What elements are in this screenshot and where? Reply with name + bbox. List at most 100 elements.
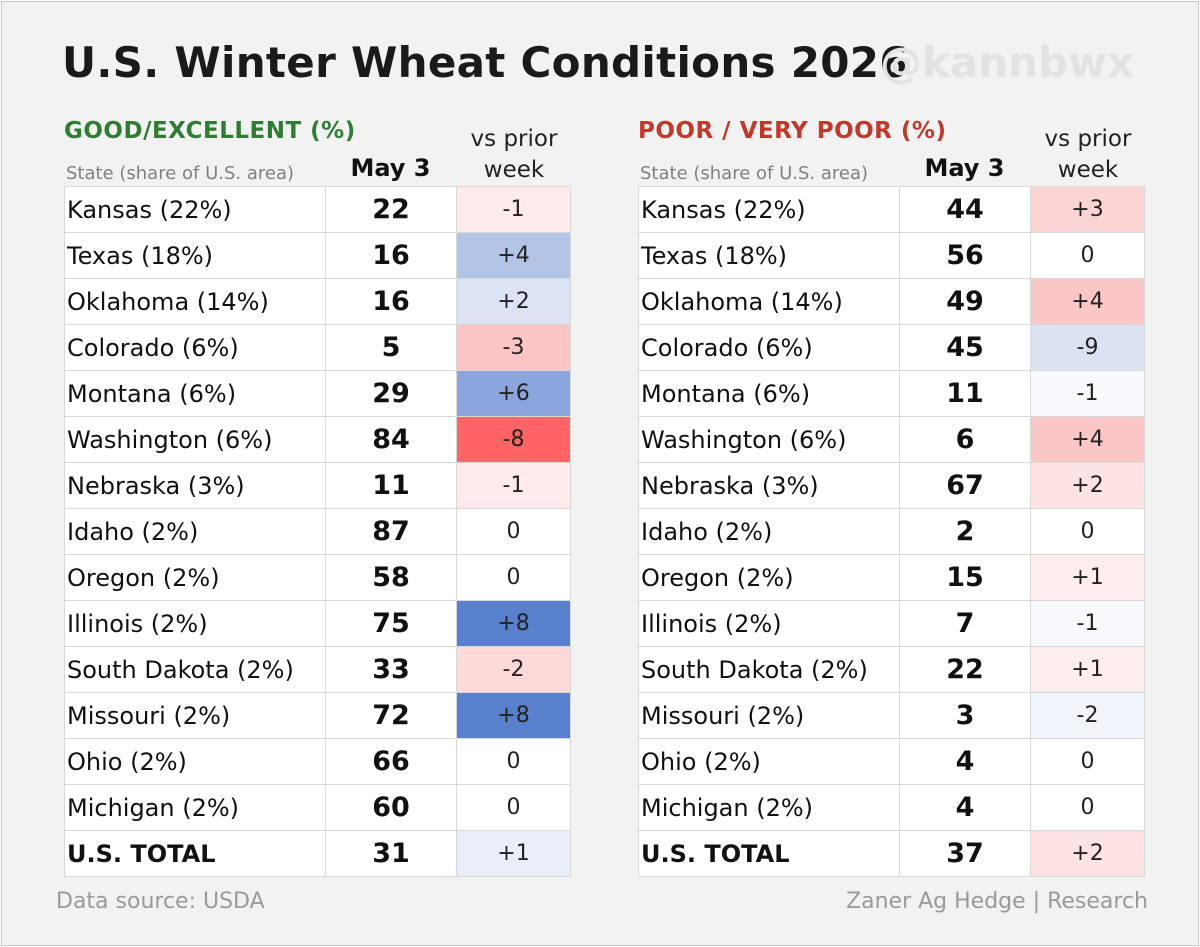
value-cell: 2 — [900, 509, 1031, 555]
total-row: U.S. TOTAL 31 +1 — [65, 831, 571, 877]
table-row: Montana (6%) 29 +6 — [65, 371, 571, 417]
change-cell: +8 — [457, 601, 571, 647]
table-row: Ohio (2%) 66 0 — [65, 739, 571, 785]
state-cell: Illinois (2%) — [65, 601, 326, 647]
change-cell: 0 — [1031, 785, 1145, 831]
change-cell: -3 — [457, 325, 571, 371]
table-row: Idaho (2%) 87 0 — [65, 509, 571, 555]
value-cell: 49 — [900, 279, 1031, 325]
table-row: Texas (18%) 56 0 — [639, 233, 1145, 279]
table-row: Texas (18%) 16 +4 — [65, 233, 571, 279]
change-cell: +8 — [457, 693, 571, 739]
change-cell: 0 — [457, 509, 571, 555]
value-cell: 5 — [326, 325, 457, 371]
value-cell: 33 — [326, 647, 457, 693]
value-cell: 4 — [900, 739, 1031, 785]
change-column-header: vs prior week — [1044, 126, 1132, 183]
change-cell: -1 — [1031, 371, 1145, 417]
state-column-header: State (share of U.S. area) — [66, 163, 295, 184]
state-cell: Colorado (6%) — [65, 325, 326, 371]
state-cell: Missouri (2%) — [639, 693, 900, 739]
state-cell: Nebraska (3%) — [65, 463, 326, 509]
change-cell: 0 — [457, 555, 571, 601]
change-column-header: vs prior week — [470, 126, 558, 183]
change-cell: -1 — [457, 463, 571, 509]
change-cell: -2 — [1031, 693, 1145, 739]
table-row: Colorado (6%) 5 -3 — [65, 325, 571, 371]
poor-very-poor-table: Kansas (22%) 44 +3 Texas (18%) 56 0 Oklahoma (… — [638, 186, 1145, 877]
state-cell: Illinois (2%) — [639, 601, 900, 647]
state-cell: U.S. TOTAL — [639, 831, 900, 877]
value-cell: 45 — [900, 325, 1031, 371]
state-cell: Ohio (2%) — [65, 739, 326, 785]
date-column-header: May 3 — [350, 154, 431, 182]
state-cell: Oregon (2%) — [65, 555, 326, 601]
change-cell: +3 — [1031, 187, 1145, 233]
value-cell: 11 — [326, 463, 457, 509]
table-row: Kansas (22%) 44 +3 — [639, 187, 1145, 233]
value-cell: 16 — [326, 279, 457, 325]
chart-title: U.S. Winter Wheat Conditions 2026 — [62, 38, 909, 87]
table-row: Oregon (2%) 15 +1 — [639, 555, 1145, 601]
value-cell: 56 — [900, 233, 1031, 279]
value-cell: 4 — [900, 785, 1031, 831]
value-cell: 31 — [326, 831, 457, 877]
change-cell: 0 — [457, 785, 571, 831]
table-row: Oregon (2%) 58 0 — [65, 555, 571, 601]
value-cell: 6 — [900, 417, 1031, 463]
value-cell: 44 — [900, 187, 1031, 233]
change-cell: +2 — [1031, 463, 1145, 509]
value-cell: 84 — [326, 417, 457, 463]
value-cell: 58 — [326, 555, 457, 601]
total-row: U.S. TOTAL 37 +2 — [639, 831, 1145, 877]
value-cell: 72 — [326, 693, 457, 739]
table-row: Illinois (2%) 7 -1 — [639, 601, 1145, 647]
table-row: Kansas (22%) 22 -1 — [65, 187, 571, 233]
value-cell: 22 — [326, 187, 457, 233]
state-cell: Montana (6%) — [639, 371, 900, 417]
table-row: South Dakota (2%) 22 +1 — [639, 647, 1145, 693]
change-cell: 0 — [1031, 509, 1145, 555]
change-cell: +6 — [457, 371, 571, 417]
state-cell: Montana (6%) — [65, 371, 326, 417]
value-cell: 87 — [326, 509, 457, 555]
table-row: Washington (6%) 84 -8 — [65, 417, 571, 463]
state-cell: Idaho (2%) — [639, 509, 900, 555]
state-cell: Michigan (2%) — [639, 785, 900, 831]
table-row: Missouri (2%) 72 +8 — [65, 693, 571, 739]
table-row: Michigan (2%) 60 0 — [65, 785, 571, 831]
state-cell: South Dakota (2%) — [639, 647, 900, 693]
state-cell: Oregon (2%) — [639, 555, 900, 601]
state-cell: Washington (6%) — [639, 417, 900, 463]
good-excellent-table: Kansas (22%) 22 -1 Texas (18%) 16 +4 Oklahoma … — [64, 186, 571, 877]
value-cell: 15 — [900, 555, 1031, 601]
value-cell: 22 — [900, 647, 1031, 693]
state-cell: Missouri (2%) — [65, 693, 326, 739]
state-cell: Idaho (2%) — [65, 509, 326, 555]
table-row: Nebraska (3%) 11 -1 — [65, 463, 571, 509]
table-row: South Dakota (2%) 33 -2 — [65, 647, 571, 693]
change-cell: -2 — [457, 647, 571, 693]
table-row: Idaho (2%) 2 0 — [639, 509, 1145, 555]
change-cell: 0 — [457, 739, 571, 785]
value-cell: 60 — [326, 785, 457, 831]
state-cell: South Dakota (2%) — [65, 647, 326, 693]
table-row: Nebraska (3%) 67 +2 — [639, 463, 1145, 509]
good-excellent-title: GOOD/EXCELLENT (%) — [64, 118, 356, 144]
table-row: Missouri (2%) 3 -2 — [639, 693, 1145, 739]
state-cell: Texas (18%) — [639, 233, 900, 279]
table-row: Illinois (2%) 75 +8 — [65, 601, 571, 647]
change-cell: +1 — [1031, 647, 1145, 693]
date-column-header: May 3 — [924, 154, 1005, 182]
poor-very-poor-title: POOR / VERY POOR (%) — [638, 118, 947, 144]
state-cell: Texas (18%) — [65, 233, 326, 279]
change-cell: 0 — [1031, 233, 1145, 279]
state-cell: Nebraska (3%) — [639, 463, 900, 509]
change-cell: -1 — [1031, 601, 1145, 647]
value-cell: 67 — [900, 463, 1031, 509]
data-source: Data source: USDA — [56, 889, 265, 914]
value-cell: 7 — [900, 601, 1031, 647]
change-cell: +2 — [457, 279, 571, 325]
state-cell: U.S. TOTAL — [65, 831, 326, 877]
